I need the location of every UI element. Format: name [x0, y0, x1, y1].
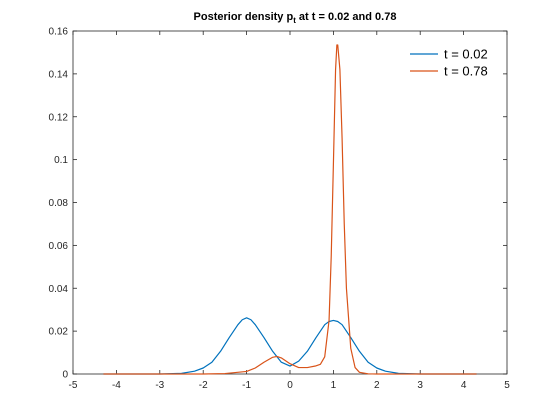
y-tick-label: 0.04 [49, 284, 69, 295]
y-tick-label: 0.02 [49, 327, 69, 338]
x-tick-label: 0 [287, 380, 293, 391]
x-tick-label: -3 [155, 380, 164, 391]
x-tick-label: -2 [199, 380, 208, 391]
x-tick-label: 3 [417, 380, 423, 391]
y-tick-label: 0.14 [49, 69, 69, 80]
chart-title-rest: at t = 0.02 and 0.78 [296, 11, 397, 23]
x-tick-label: 5 [504, 380, 510, 391]
y-tick-label: 0.12 [49, 112, 69, 123]
series-lines [103, 44, 477, 375]
legend-label-2: t = 0.78 [444, 64, 488, 79]
series-line-2 [103, 44, 477, 375]
x-axis: -5 -4 -3 -2 -1 0 1 2 3 4 5 [69, 31, 510, 391]
x-tick-label: -4 [112, 380, 121, 391]
legend-label-1: t = 0.02 [444, 47, 488, 62]
x-tick-label: 1 [331, 380, 337, 391]
x-tick-label: 2 [374, 380, 380, 391]
series-line-1 [103, 317, 477, 375]
chart-title: Posterior density pt at t = 0.02 and 0.7… [194, 11, 397, 25]
y-tick-label: 0.16 [49, 27, 69, 38]
y-tick-label: 0.08 [49, 198, 69, 209]
y-axis: 0 0.02 0.04 0.06 0.08 0.1 0.12 0.14 0.16 [49, 27, 507, 381]
x-tick-label: 4 [461, 380, 467, 391]
legend: t = 0.02 t = 0.78 [410, 47, 488, 79]
chart-title-main: Posterior density p [194, 11, 294, 23]
chart-title-subscript: t [293, 16, 296, 25]
y-tick-label: 0 [62, 370, 68, 381]
x-tick-label: -1 [242, 380, 251, 391]
plot-area [72, 30, 508, 375]
y-tick-label: 0.1 [54, 155, 68, 166]
y-tick-label: 0.06 [49, 241, 69, 252]
x-tick-label: -5 [69, 380, 78, 391]
